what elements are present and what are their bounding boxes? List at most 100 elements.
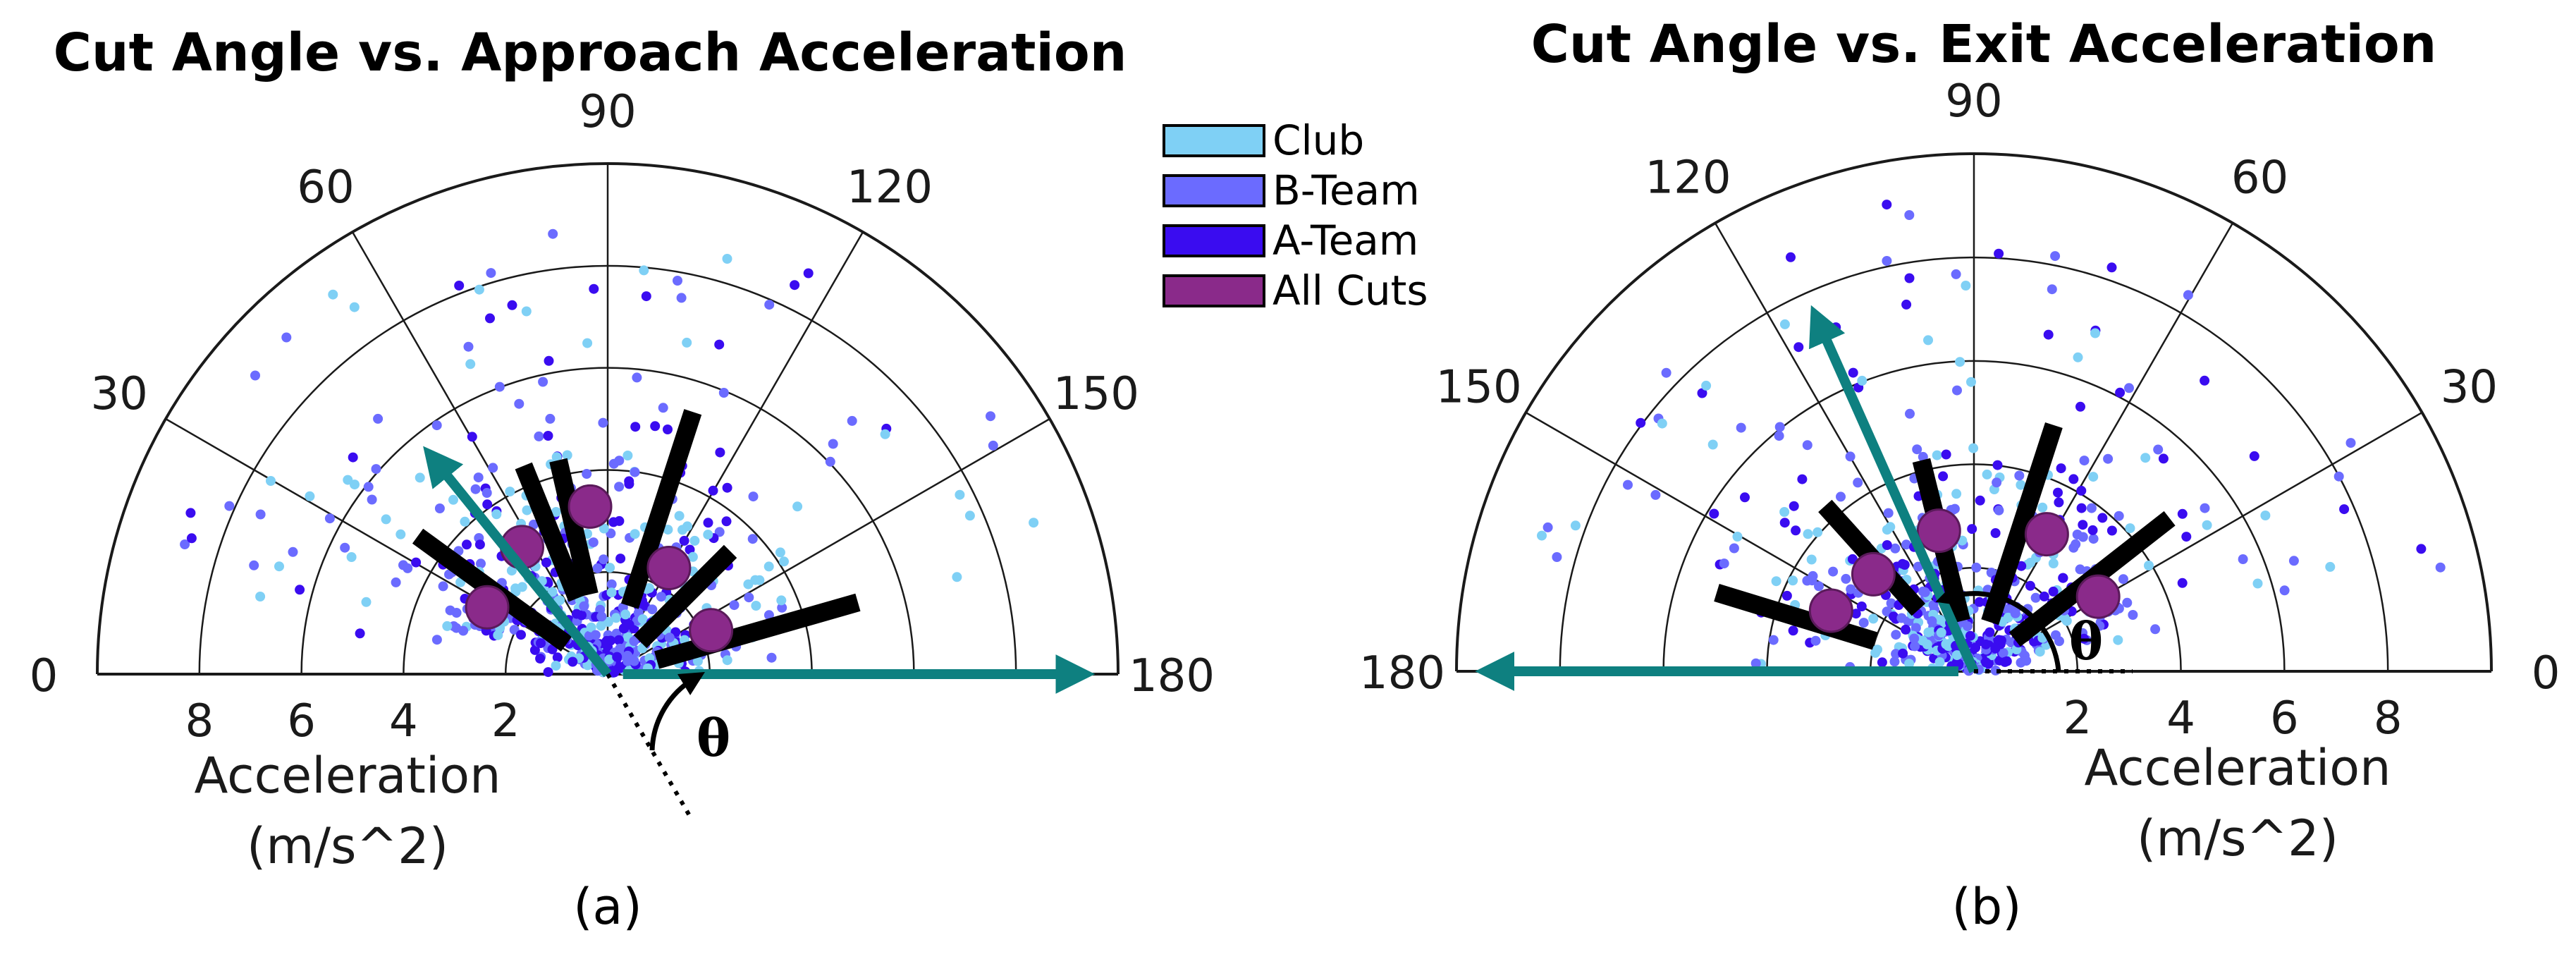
data-point	[2416, 544, 2427, 554]
data-point	[664, 633, 675, 643]
data-point	[598, 417, 608, 428]
data-point	[2078, 520, 2088, 530]
data-point	[1891, 630, 1901, 640]
data-point	[403, 563, 413, 573]
trend-arrows	[1475, 305, 1979, 691]
data-point	[751, 601, 761, 611]
data-point	[2071, 539, 2081, 549]
data-point	[2053, 487, 2063, 498]
data-point	[1898, 648, 1908, 659]
data-point	[1781, 590, 1792, 601]
data-point	[1936, 628, 1946, 637]
data-point	[1877, 657, 1887, 668]
panel-label: (b)	[1951, 878, 2021, 936]
data-point	[562, 450, 572, 460]
data-point	[2035, 647, 2045, 657]
data-point	[551, 661, 561, 671]
data-point	[1901, 299, 1912, 310]
data-point	[442, 621, 453, 631]
data-point	[2150, 624, 2161, 635]
data-point	[676, 293, 687, 303]
data-point	[1788, 575, 1798, 586]
all-cuts-mean	[2075, 574, 2121, 619]
data-point	[1847, 554, 1858, 564]
data-point	[367, 494, 377, 505]
data-point	[722, 655, 732, 666]
data-point	[721, 516, 732, 527]
data-point	[615, 643, 625, 654]
data-point	[1828, 566, 1839, 577]
data-point	[186, 533, 197, 544]
data-point	[692, 656, 703, 666]
grid-spoke	[1973, 411, 2423, 673]
data-point	[604, 654, 615, 665]
data-point	[764, 300, 775, 310]
data-point	[1886, 598, 1896, 609]
data-point	[1851, 609, 1861, 619]
grid-spoke	[1525, 411, 1975, 673]
data-point	[1729, 543, 1739, 554]
data-point	[614, 482, 625, 492]
data-point	[763, 561, 774, 572]
data-point	[1882, 256, 1892, 266]
data-point	[777, 602, 787, 613]
data-point	[1980, 639, 1991, 649]
data-point	[708, 485, 718, 496]
all-cuts-mean	[1916, 508, 1961, 554]
data-point	[1971, 562, 1982, 573]
data-point	[622, 451, 633, 460]
data-point	[467, 432, 477, 442]
data-point	[1661, 367, 1672, 378]
data-point	[536, 638, 546, 649]
data-point	[180, 539, 190, 549]
data-point	[395, 529, 406, 539]
data-point	[592, 563, 603, 573]
data-point	[2056, 463, 2066, 474]
data-point	[779, 556, 789, 567]
data-point	[630, 529, 640, 539]
data-point	[2118, 574, 2128, 585]
spread-bar	[549, 458, 599, 597]
data-point	[371, 464, 381, 475]
data-point	[391, 577, 401, 587]
angle-tick-label: 150	[1053, 368, 1139, 420]
data-point	[663, 525, 673, 535]
data-point	[1922, 639, 1932, 649]
data-point	[1537, 530, 1547, 541]
data-point	[1883, 508, 1894, 518]
data-point	[551, 452, 562, 463]
radial-tick-label: 4	[2166, 692, 2195, 745]
data-point	[630, 422, 641, 432]
data-point	[2103, 453, 2114, 464]
data-point	[1707, 439, 1718, 450]
angle-tick-label: 0	[30, 650, 59, 702]
data-point	[613, 635, 624, 645]
data-point	[644, 583, 654, 593]
data-point	[1701, 380, 1712, 391]
data-point	[2113, 635, 2123, 645]
data-point	[274, 561, 284, 572]
radial-tick-label: 6	[2270, 692, 2299, 745]
data-point	[568, 656, 578, 667]
data-point	[1920, 587, 1930, 597]
data-point	[747, 534, 758, 544]
data-point	[1905, 408, 1915, 419]
data-point	[2025, 580, 2035, 591]
data-point	[1768, 635, 1779, 645]
data-point	[2003, 612, 2013, 623]
data-point	[647, 604, 658, 615]
data-point	[2014, 470, 2025, 481]
data-point	[2073, 352, 2083, 362]
data-point	[486, 268, 496, 279]
spread-bar	[620, 409, 702, 609]
data-point	[2177, 508, 2188, 519]
data-point	[603, 616, 613, 627]
data-point	[543, 431, 553, 441]
data-point	[1981, 657, 1992, 668]
data-point	[2010, 608, 2020, 618]
data-point	[1793, 342, 1804, 353]
data-point	[2158, 453, 2169, 464]
data-point	[1779, 319, 1790, 329]
data-point	[2124, 383, 2134, 393]
all-cuts-mean	[689, 608, 734, 653]
